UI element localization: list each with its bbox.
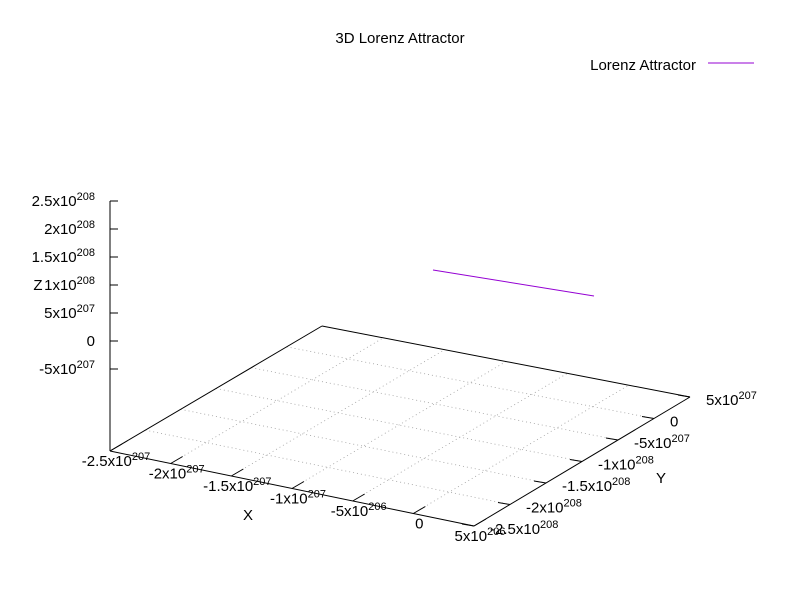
y-tick-mark: [533, 480, 547, 484]
x-tick-label: 0: [415, 516, 423, 533]
y-tick-label-exponent: 208: [612, 476, 630, 488]
z-tick-label-exponent: 208: [77, 275, 95, 287]
x-tick-label-mantissa: 0: [415, 516, 423, 533]
y-tick-mark: [461, 523, 475, 527]
z-tick-label: 1.5x10208: [32, 247, 95, 266]
grid-line-y: [180, 408, 547, 484]
z-tick-label-mantissa: 2x10: [44, 221, 77, 238]
grid: [145, 337, 655, 514]
legend: Lorenz Attractor: [590, 57, 754, 74]
z-ticks: 2.5x102082x102081.5x102081x102085x102070…: [32, 191, 118, 378]
y-tick-label-mantissa: -2.5x10: [490, 521, 540, 538]
y-tick-label-exponent: 207: [672, 433, 690, 445]
y-tick-label-exponent: 208: [540, 519, 558, 531]
x-tick-label-exponent: 207: [308, 489, 326, 501]
x-tick-label-exponent: 207: [132, 451, 150, 463]
x-tick-mark: [231, 468, 244, 477]
z-tick-label: -5x10207: [39, 359, 95, 378]
x-tick-label-exponent: 207: [253, 476, 271, 488]
x-axis-label: X: [243, 507, 253, 524]
z-tick-label: 5x10207: [44, 303, 95, 322]
chart-title: 3D Lorenz Attractor: [335, 30, 464, 47]
y-tick-label: -1x10208: [598, 455, 654, 474]
x-tick-label: 5x10206: [455, 526, 506, 545]
x-tick-mark: [109, 443, 123, 452]
grid-line-y: [286, 346, 655, 419]
x-tick-mark: [413, 506, 426, 514]
grid-line-x: [413, 384, 629, 514]
y-tick-mark: [569, 459, 583, 462]
y-tick-label-mantissa: 5x10: [706, 392, 739, 409]
legend-label: Lorenz Attractor: [590, 57, 696, 74]
y-tick-label: -5x10207: [634, 433, 690, 452]
series-lorenz-attractor-line: [432, 269, 595, 297]
z-tick-label-exponent: 207: [77, 359, 95, 371]
x-tick-mark: [170, 456, 183, 464]
x-tick-label-exponent: 207: [186, 464, 204, 476]
z-tick-label-mantissa: 0: [87, 333, 95, 350]
z-tick-label-exponent: 207: [77, 303, 95, 315]
grid-line-x: [170, 337, 384, 464]
base-plane: [109, 325, 691, 527]
y-tick-label-mantissa: -1x10: [598, 457, 636, 474]
z-tick-label: 2.5x10208: [32, 191, 95, 210]
z-tick-label-exponent: 208: [77, 219, 95, 231]
z-tick-label-mantissa: 5x10: [44, 305, 77, 322]
y-tick-label: 0: [670, 414, 678, 431]
y-tick-label-mantissa: -2x10: [526, 500, 564, 517]
x-tick-label-exponent: 206: [487, 526, 505, 538]
y-tick-mark: [677, 394, 691, 398]
x-tick-label-mantissa: -1.5x10: [203, 478, 253, 495]
y-tick-label: -2.5x10208: [490, 519, 558, 538]
x-tick-mark: [473, 518, 487, 527]
z-tick-label: 0: [87, 333, 95, 350]
y-tick-label-mantissa: -5x10: [634, 435, 672, 452]
x-tick-label-mantissa: 5x10: [455, 528, 488, 545]
y-tick-mark: [497, 502, 511, 505]
y-tick-label-exponent: 208: [564, 498, 582, 510]
x-tick-label-mantissa: -5x10: [331, 503, 369, 520]
z-tick-label-exponent: 208: [77, 191, 95, 203]
y-tick-label: -2x10208: [526, 498, 582, 517]
y-axis-label: Y: [656, 470, 666, 487]
y-tick-label: -1.5x10208: [562, 476, 630, 495]
back-right-edge: [321, 325, 691, 398]
z-axis-label: Z: [33, 277, 42, 294]
x-tick-label-mantissa: -2x10: [149, 466, 187, 483]
z-tick-label-mantissa: 1x10: [44, 277, 77, 294]
x-tick-label: -1.5x10207: [203, 476, 271, 495]
x-tick-label-mantissa: -1x10: [270, 491, 308, 508]
y-tick-mark: [641, 416, 655, 419]
grid-line-x: [291, 361, 507, 489]
y-ticks: -2.5x10208-2x10208-1.5x10208-1x10208-5x1…: [461, 390, 757, 538]
y-tick-label: 5x10207: [706, 390, 757, 409]
z-tick-label: 1x10208: [44, 275, 95, 294]
y-tick-label-mantissa: -1.5x10: [562, 478, 612, 495]
grid-line-x: [352, 372, 568, 502]
z-tick-label-mantissa: 2.5x10: [32, 193, 77, 210]
x-tick-label-mantissa: -2.5x10: [82, 453, 132, 470]
z-tick-label-mantissa: -5x10: [39, 361, 77, 378]
x-ticks: -2.5x10207-2x10207-1.5x10207-1x10207-5x1…: [82, 443, 506, 545]
x-tick-label: -2x10207: [149, 464, 205, 483]
z-tick-label-exponent: 208: [77, 247, 95, 259]
x-tick-mark: [291, 481, 305, 489]
z-tick-label-mantissa: 1.5x10: [32, 249, 77, 266]
y-tick-label-exponent: 208: [636, 455, 654, 467]
back-left-edge: [109, 325, 323, 452]
grid-line-y: [251, 367, 619, 441]
y-tick-mark: [605, 437, 619, 441]
x-tick-mark: [352, 493, 365, 502]
z-tick-label: 2x10208: [44, 219, 95, 238]
x-tick-label: -2.5x10207: [82, 451, 150, 470]
x-tick-label: -5x10206: [331, 501, 387, 520]
y-tick-label-mantissa: 0: [670, 414, 678, 431]
x-tick-label: -1x10207: [270, 489, 326, 508]
y-tick-label-exponent: 207: [739, 390, 757, 402]
x-tick-label-exponent: 206: [368, 501, 386, 513]
